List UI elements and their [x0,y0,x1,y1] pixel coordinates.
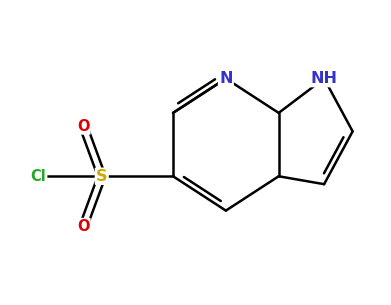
Text: S: S [96,169,108,184]
Text: O: O [77,219,90,234]
Text: O: O [77,119,90,134]
Text: Cl: Cl [30,169,46,184]
Text: NH: NH [310,71,337,86]
Text: N: N [219,71,233,86]
